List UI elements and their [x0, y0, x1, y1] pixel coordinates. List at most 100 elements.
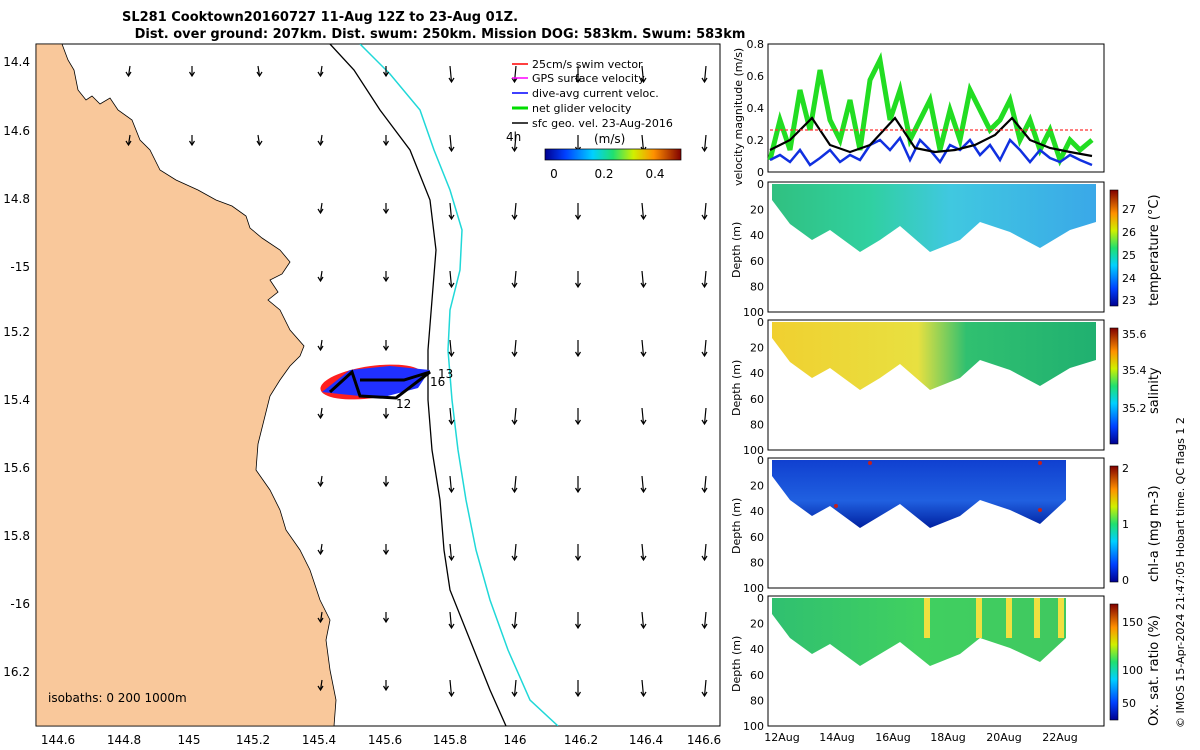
vector-head	[317, 413, 324, 420]
lon-tick: 146.2	[564, 733, 598, 747]
vector-head	[448, 351, 455, 358]
cb-tick: 35.4	[1122, 364, 1147, 377]
depth-tick: 0	[757, 316, 764, 329]
lon-tick-labels: 144.6 144.8 145 145.2 145.4 145.6 145.8 …	[41, 733, 721, 747]
depth-tick: 60	[750, 393, 764, 406]
current-vector	[703, 270, 707, 288]
x-tick: 18Aug	[930, 731, 965, 744]
vector-head	[382, 617, 390, 624]
glider-track	[320, 364, 431, 400]
legend-net-glider: net glider velocity	[532, 102, 632, 115]
vector-head	[640, 282, 647, 289]
vector-head	[701, 351, 708, 358]
current-vector	[127, 65, 131, 77]
depth-tick: 0	[757, 178, 764, 191]
chla-colorbar	[1109, 465, 1119, 583]
current-vector	[641, 611, 645, 629]
vector-head	[448, 146, 455, 153]
cb-tick: 35.2	[1122, 402, 1147, 415]
current-vector	[127, 134, 131, 146]
vector-head	[448, 282, 455, 289]
current-vector	[319, 543, 323, 555]
vector-head	[448, 77, 455, 84]
velocity-ylabel: velocity magnitude (m/s)	[732, 48, 745, 186]
current-vector	[513, 134, 517, 152]
vector-head	[701, 691, 708, 698]
vector-head	[317, 140, 324, 147]
vector-head	[640, 351, 647, 358]
track-label-13: 13	[438, 367, 453, 381]
map-colorbar	[544, 148, 682, 161]
x-tick: 20Aug	[986, 731, 1021, 744]
x-tick: 16Aug	[875, 731, 910, 744]
vector-head	[448, 555, 455, 562]
legend-dive-avg: dive-avg current veloc.	[532, 87, 659, 100]
lon-tick: 145.8	[433, 733, 467, 747]
vector-head	[701, 487, 708, 494]
vector-head	[448, 419, 455, 426]
current-vector	[319, 202, 323, 214]
current-vector	[641, 679, 645, 697]
cb-tick: 35.6	[1122, 328, 1147, 341]
current-vector	[449, 407, 453, 425]
vector-head	[317, 71, 324, 78]
current-vector	[449, 202, 453, 220]
title-line-1: SL281 Cooktown20160727 11-Aug 12Z to 23-…	[121, 10, 519, 25]
vector-head	[125, 140, 132, 147]
current-vector	[641, 339, 645, 357]
vector-head	[317, 685, 324, 692]
vector-head	[382, 413, 390, 420]
current-vector	[513, 202, 517, 220]
current-vector	[449, 270, 453, 288]
vector-head	[701, 623, 708, 630]
current-vector	[513, 407, 517, 425]
lat-tick: 14.4	[3, 55, 30, 69]
vector-head	[640, 555, 647, 562]
current-vector	[449, 339, 453, 357]
map-legend: 25cm/s swim vector GPS surface velocity …	[506, 58, 682, 181]
current-vector	[319, 65, 323, 77]
depth-label: Depth (m)	[730, 222, 743, 278]
lon-tick: 145.6	[368, 733, 402, 747]
hour-label: 4h	[506, 130, 521, 144]
cb-tick: 1	[1122, 518, 1129, 531]
colorbar-tick: 0	[550, 167, 558, 181]
isobaths-label: isobaths: 0 200 1000m	[48, 691, 187, 705]
legend-sfc-geo: sfc geo. vel. 23-Aug-2016	[532, 117, 673, 130]
track-label-12: 12	[396, 397, 411, 411]
vector-head	[574, 555, 582, 562]
depth-tick: 0	[757, 454, 764, 467]
depth-axes: 0 20 40 60 80 100 Depth (m) 0 20 40 60 80 100 Depth (…	[730, 178, 764, 733]
current-vector	[319, 270, 323, 282]
vector-head	[317, 276, 324, 283]
vector-head	[511, 691, 518, 698]
vector-head	[382, 208, 390, 215]
panel-temperature	[767, 181, 1105, 313]
vector-head	[382, 71, 390, 78]
time-axis: 12Aug 14Aug 16Aug 18Aug 20Aug 22Aug	[764, 731, 1077, 744]
vector-head	[511, 77, 518, 84]
vector-head	[188, 140, 196, 147]
depth-tick: 80	[750, 556, 764, 569]
current-vector	[703, 134, 707, 152]
lat-tick-labels: 14.4 14.6 14.8 -15 15.2 15.4 15.6 15.8 -…	[3, 55, 30, 679]
cb-tick: 0	[1122, 574, 1129, 587]
depth-tick: 20	[750, 618, 764, 631]
vector-head	[511, 214, 518, 221]
x-tick: 14Aug	[819, 731, 854, 744]
depth-tick: 60	[750, 531, 764, 544]
lon-tick: 144.8	[107, 733, 141, 747]
current-vector	[703, 543, 707, 561]
lon-tick: 145.4	[302, 733, 336, 747]
depth-tick: 40	[750, 505, 764, 518]
lat-tick: 15.4	[3, 393, 30, 407]
depth-tick: 100	[743, 444, 764, 457]
isobath-1000m	[359, 44, 559, 726]
current-vector	[513, 679, 517, 697]
current-vector	[257, 134, 261, 146]
depth-tick: 40	[750, 229, 764, 242]
lat-tick: 15.8	[3, 529, 30, 543]
footer-credit: © IMOS 15-Apr-2024 21:47:05 Hobart time.…	[1174, 417, 1187, 728]
depth-tick: 20	[750, 480, 764, 493]
